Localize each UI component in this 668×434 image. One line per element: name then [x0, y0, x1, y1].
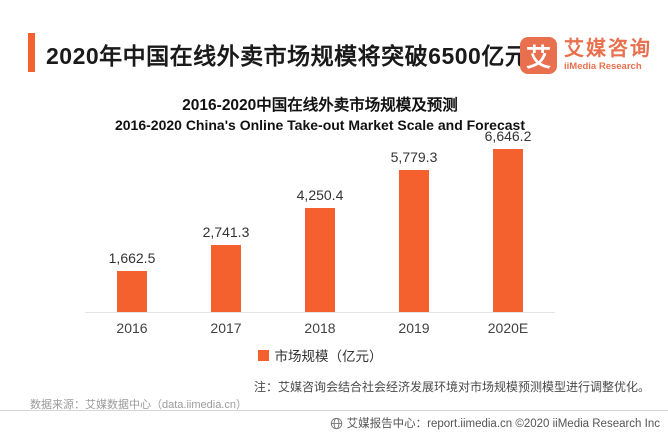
iimedia-logo-icon: 艾 — [520, 37, 557, 74]
bar-value-label: 5,779.3 — [390, 149, 438, 165]
bar-chart-plot: 1,662.5 2016 2,741.3 2017 4,250.4 2018 5,779.3… — [85, 128, 555, 336]
footer-divider — [0, 410, 668, 411]
globe-icon — [330, 417, 342, 429]
bar-2020E — [493, 148, 523, 312]
bar-value-label: 1,662.5 — [108, 250, 156, 267]
x-axis-label: 2016 — [116, 320, 148, 336]
bar-value-label: 4,250.4 — [296, 186, 344, 203]
logo-name-en: iiMedia Research — [564, 61, 642, 72]
iimedia-logo-text: 艾媒咨询 iiMedia Research — [564, 37, 652, 73]
chart-note: 注：艾媒咨询会结合社会经济发展环境对市场规模预测模型进行调整优化。 — [253, 380, 650, 394]
x-axis-label: 2020E — [487, 320, 529, 336]
chart-legend: 市场规模（亿元） — [85, 345, 555, 365]
iimedia-logo: 艾 艾媒咨询 iiMedia Research — [520, 37, 652, 74]
footer: 艾媒报告中心：report.iimedia.cn ©2020 iiMedia R… — [330, 415, 660, 431]
x-axis-label: 2019 — [398, 320, 430, 336]
legend-label: 市场规模（亿元） — [274, 349, 383, 364]
x-axis-label: 2017 — [210, 320, 242, 336]
bar-2016 — [117, 271, 147, 312]
data-source: 数据来源：艾媒数据中心（data.iimedia.cn） — [30, 399, 247, 411]
footer-text: 艾媒报告中心：report.iimedia.cn ©2020 iiMedia R… — [346, 418, 660, 430]
chart-title-chinese: 2016-2020中国在线外卖市场规模及预测 — [182, 97, 458, 114]
bar-2019 — [399, 170, 429, 312]
chart-title-block: 2016-2020中国在线外卖市场规模及预测 2016-2020 China's… — [85, 96, 555, 135]
logo-name-cn: 艾媒咨询 — [564, 38, 652, 60]
bar-2017 — [211, 244, 241, 312]
bar-value-label: 2,741.3 — [202, 223, 250, 240]
title-accent-bar — [28, 33, 35, 72]
x-axis-label: 2018 — [304, 320, 336, 336]
page-title: 2020年中国在线外卖市场规模将突破6500亿元 — [46, 43, 529, 69]
chart-title-english: 2016-2020 China's Online Take-out Market… — [114, 117, 525, 133]
legend-swatch-icon — [257, 349, 269, 361]
bar-value-label: 6,646.2 — [484, 127, 532, 144]
bar-2018 — [305, 207, 335, 312]
